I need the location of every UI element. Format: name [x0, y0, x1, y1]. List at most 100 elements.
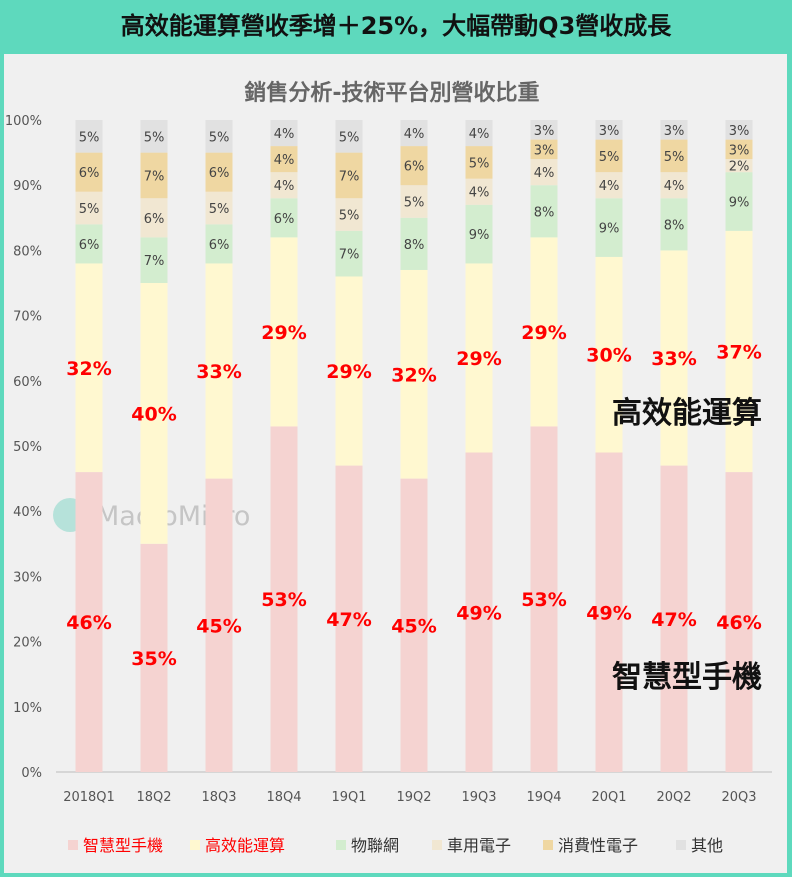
bar-segment: [725, 139, 753, 160]
legend-swatch: [543, 840, 553, 850]
data-label: 5%: [404, 196, 425, 211]
data-label: 4%: [274, 153, 295, 168]
data-label: 5%: [209, 202, 230, 217]
bar-segment: [530, 120, 558, 140]
data-label: 29%: [326, 361, 371, 383]
data-label: 49%: [586, 602, 631, 624]
data-label: 9%: [729, 196, 750, 211]
x-tick-label: 18Q3: [201, 790, 236, 805]
bar-segment: [75, 472, 103, 772]
data-label: 47%: [326, 609, 371, 631]
bar-segment: [465, 120, 493, 147]
data-label: 46%: [66, 612, 111, 634]
data-label: 2%: [729, 160, 750, 175]
x-tick-label: 19Q2: [396, 790, 431, 805]
annotation-smartphone: 智慧型手機: [612, 660, 762, 695]
bar-segment: [335, 465, 363, 772]
bar-segment: [725, 230, 753, 473]
data-label: 7%: [144, 254, 165, 269]
data-label: 8%: [664, 218, 685, 233]
bar-segment: [400, 478, 428, 772]
x-tick-label: 2018Q1: [63, 790, 115, 805]
bar-segment: [530, 139, 558, 160]
legend-label: 物聯網: [351, 836, 399, 855]
data-label: 3%: [534, 143, 555, 158]
bar-segment: [465, 178, 493, 205]
legend-swatch: [336, 840, 346, 850]
data-label: 3%: [664, 124, 685, 139]
data-label: 29%: [521, 322, 566, 344]
data-label: 6%: [79, 238, 100, 253]
legend-swatch: [190, 840, 200, 850]
bar-segment: [660, 139, 688, 173]
legend-swatch: [432, 840, 442, 850]
data-label: 5%: [144, 130, 165, 145]
bar-segment: [75, 191, 103, 225]
data-label: 45%: [391, 615, 436, 637]
bar-segment: [205, 191, 233, 225]
y-tick-label: 30%: [13, 570, 42, 585]
bar-segment: [140, 152, 168, 199]
bar-segment: [270, 426, 298, 772]
bar-segment: [270, 146, 298, 173]
data-label: 7%: [339, 169, 360, 184]
data-label: 9%: [599, 222, 620, 237]
bar-segment: [140, 283, 168, 544]
x-tick-label: 19Q4: [526, 790, 561, 805]
y-tick-label: 20%: [13, 636, 42, 651]
legend-swatch: [68, 840, 78, 850]
data-label: 6%: [209, 238, 230, 253]
bar-segment: [270, 120, 298, 147]
bar-segment: [660, 172, 688, 199]
bar-segment: [465, 146, 493, 179]
x-tick-label: 18Q4: [266, 790, 301, 805]
bar-segment: [335, 120, 363, 153]
annotation-hpc: 高效能運算: [612, 396, 762, 431]
legend-label: 智慧型手機: [83, 836, 163, 855]
data-label: 3%: [534, 124, 555, 139]
data-label: 35%: [131, 648, 176, 670]
y-tick-label: 90%: [13, 179, 42, 194]
data-label: 5%: [339, 209, 360, 224]
data-label: 5%: [209, 130, 230, 145]
bar-segment: [465, 204, 493, 264]
data-label: 4%: [599, 179, 620, 194]
y-tick-label: 60%: [13, 375, 42, 390]
data-label: 6%: [404, 160, 425, 175]
bar-segment: [400, 217, 428, 270]
data-label: 53%: [261, 589, 306, 611]
data-label: 46%: [716, 612, 761, 634]
bar-segment: [660, 465, 688, 772]
y-tick-label: 50%: [13, 440, 42, 455]
bar-segment: [530, 185, 558, 238]
data-label: 29%: [456, 348, 501, 370]
data-label: 33%: [651, 348, 696, 370]
y-tick-label: 10%: [13, 701, 42, 716]
data-label: 4%: [404, 127, 425, 142]
data-label: 4%: [274, 127, 295, 142]
bar-segment: [140, 120, 168, 153]
bar-segment: [595, 198, 623, 257]
stacked-bar-chart: 銷售分析-技術平台別營收比重 0% 10% 20% 30% 40% 50% 60% 70% 80%…: [5, 80, 772, 855]
data-label: 32%: [391, 364, 436, 386]
bar-segment: [725, 472, 753, 772]
bar-segment: [660, 120, 688, 140]
data-label: 8%: [404, 238, 425, 253]
y-tick-label: 40%: [13, 505, 42, 520]
bar-segment: [400, 120, 428, 147]
bar-segment: [530, 426, 558, 772]
y-tick-label: 0%: [21, 766, 42, 781]
bar-segment: [205, 224, 233, 264]
headline: 高效能運算營收季增＋25%，大幅帶動Q3營收成長: [120, 12, 672, 40]
bar-segment: [595, 139, 623, 173]
data-label: 5%: [469, 156, 490, 171]
bar-segment: [270, 198, 298, 238]
bar-segment: [75, 152, 103, 192]
bar-segment: [595, 120, 623, 140]
legend-label: 車用電子: [447, 836, 511, 855]
data-label: 5%: [79, 202, 100, 217]
legend-label: 其他: [691, 836, 723, 855]
legend-label: 消費性電子: [558, 836, 638, 855]
x-tick-label: 18Q2: [136, 790, 171, 805]
